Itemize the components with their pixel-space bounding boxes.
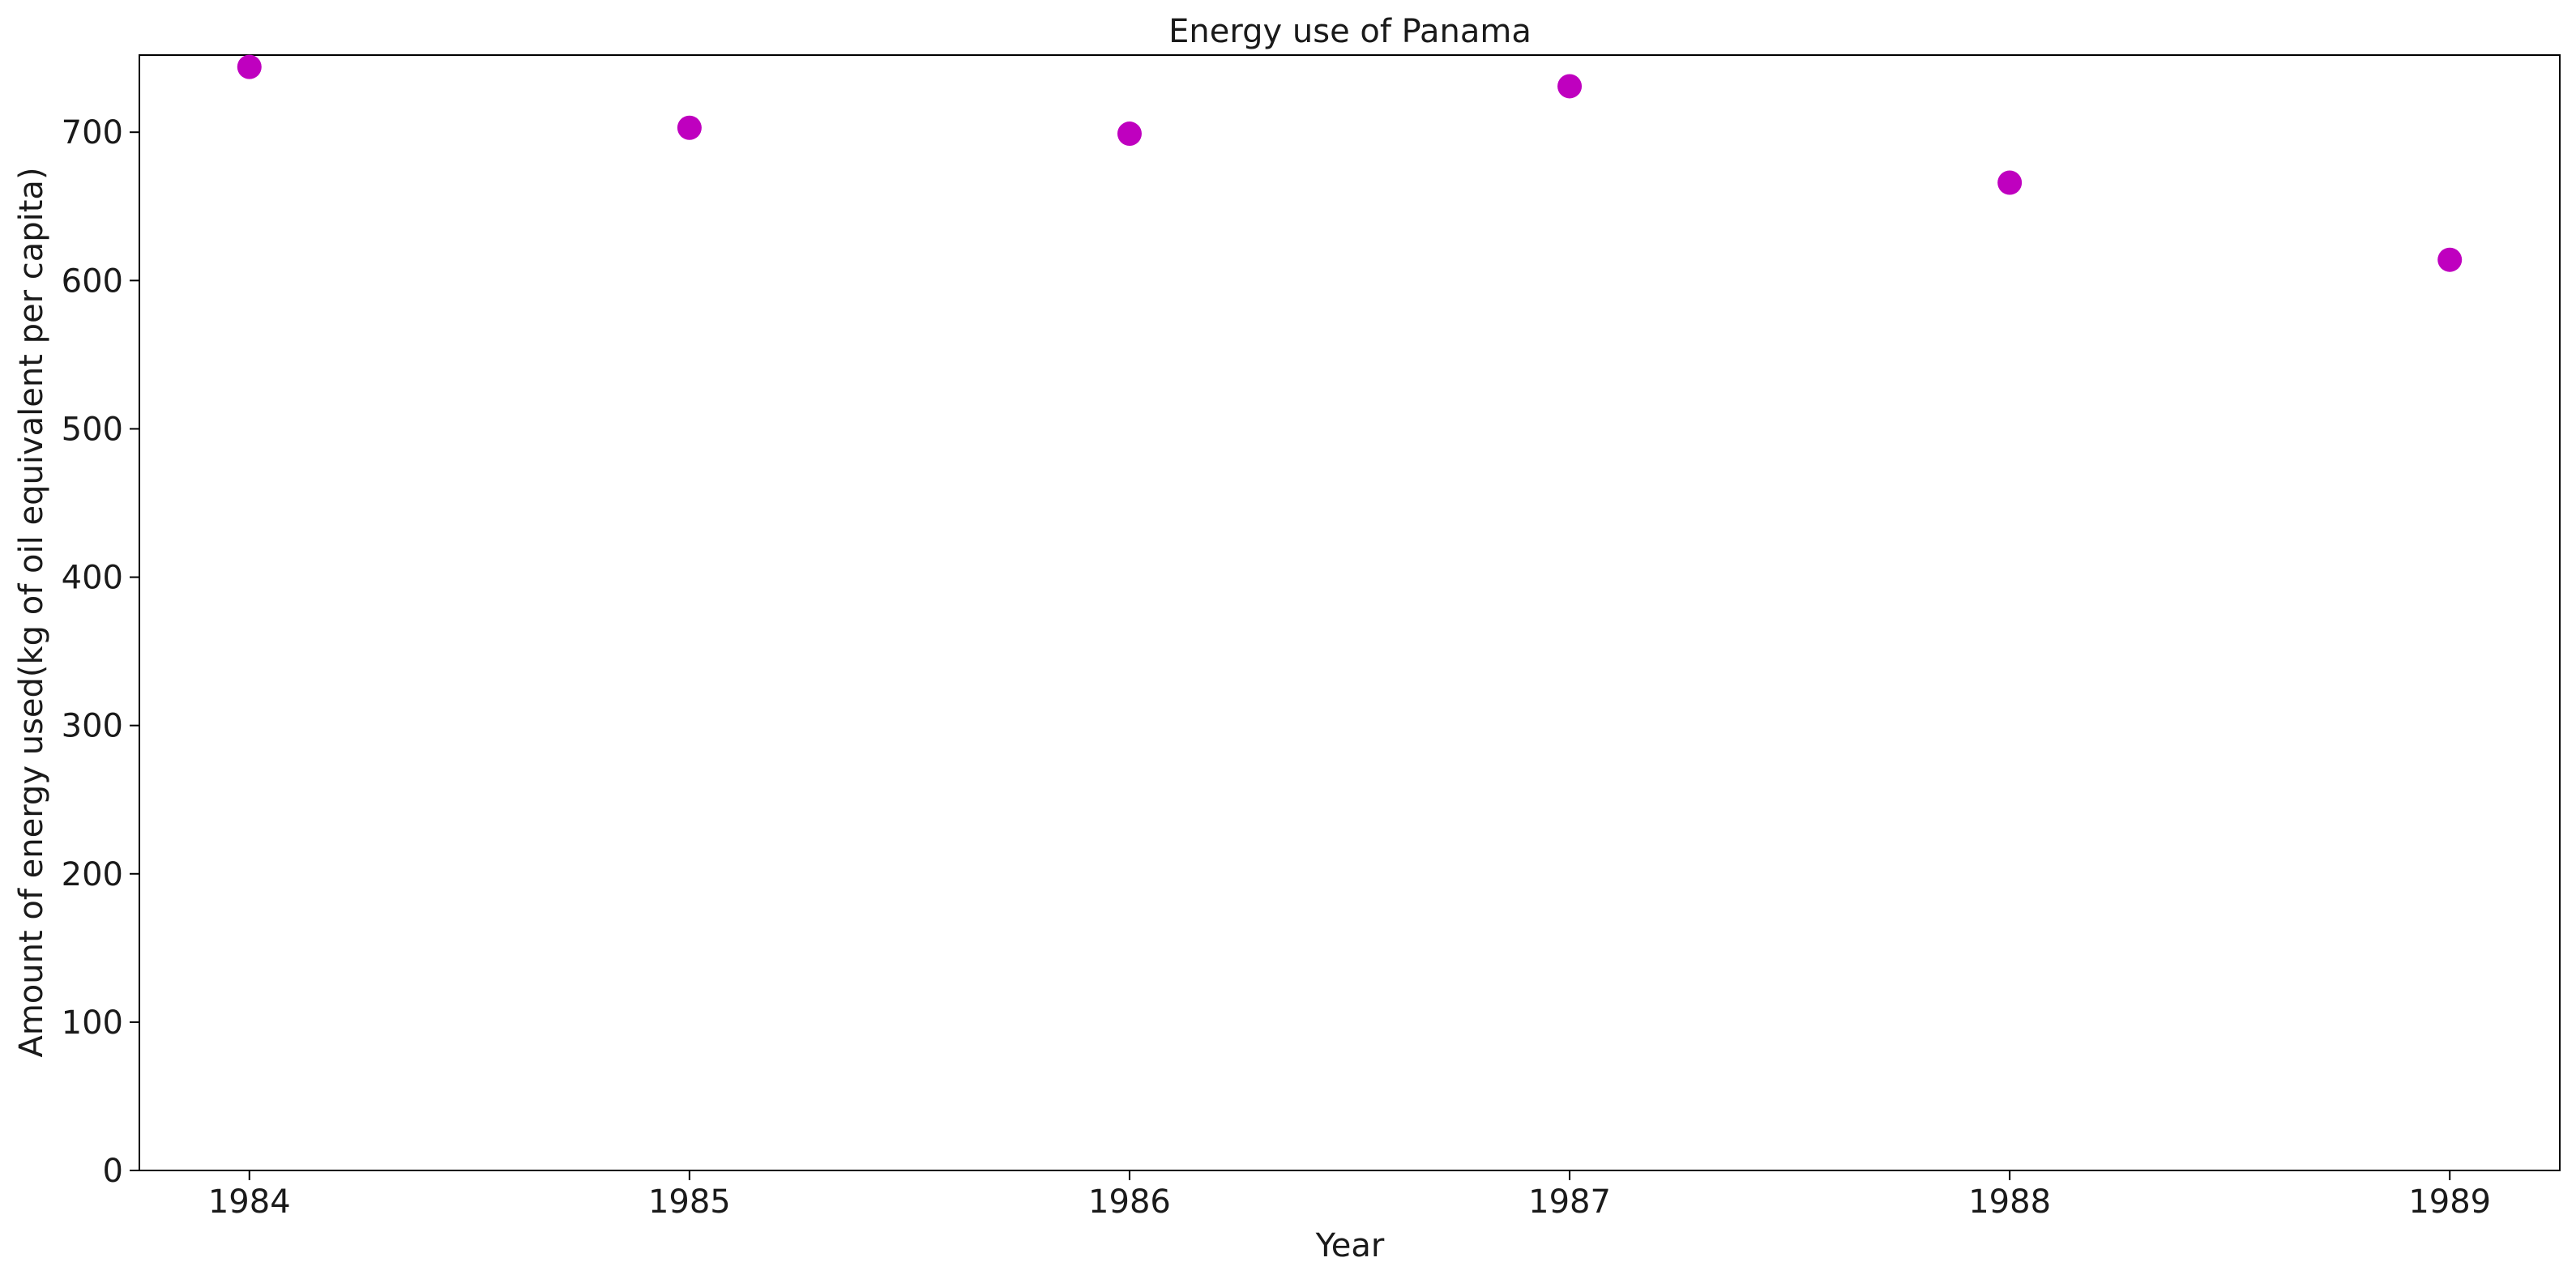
- x-axis: 1984 1985 1986 1987 1988 1989: [208, 1170, 2491, 1221]
- data-point: [677, 115, 702, 140]
- x-axis-label: Year: [1315, 1227, 1385, 1264]
- y-tick-label: 300: [62, 708, 123, 745]
- x-tick-label: 1988: [1968, 1183, 2051, 1221]
- data-point: [1997, 170, 2023, 195]
- y-axis: 0 100 200 300 400 500 600 700: [62, 114, 139, 1190]
- y-tick-label: 0: [103, 1153, 123, 1190]
- y-tick-label: 500: [62, 411, 123, 448]
- data-points: [237, 54, 2463, 272]
- data-point: [237, 54, 262, 79]
- x-tick-label: 1987: [1528, 1183, 1611, 1221]
- data-point: [1557, 74, 1583, 99]
- y-tick-label: 100: [62, 1004, 123, 1042]
- data-point: [1117, 122, 1142, 147]
- y-tick-label: 400: [62, 560, 123, 597]
- y-tick-label: 700: [62, 114, 123, 151]
- x-tick-label: 1989: [2408, 1183, 2491, 1221]
- plot-area: [139, 54, 2561, 1171]
- chart-title: Energy use of Panama: [1168, 13, 1532, 50]
- y-axis-label: Amount of energy used(kg of oil equivale…: [13, 167, 50, 1057]
- x-tick-label: 1985: [648, 1183, 731, 1221]
- x-tick-label: 1986: [1088, 1183, 1171, 1221]
- y-tick-label: 200: [62, 856, 123, 893]
- x-tick-label: 1984: [208, 1183, 291, 1221]
- y-tick-label: 600: [62, 262, 123, 300]
- data-point: [2437, 247, 2463, 272]
